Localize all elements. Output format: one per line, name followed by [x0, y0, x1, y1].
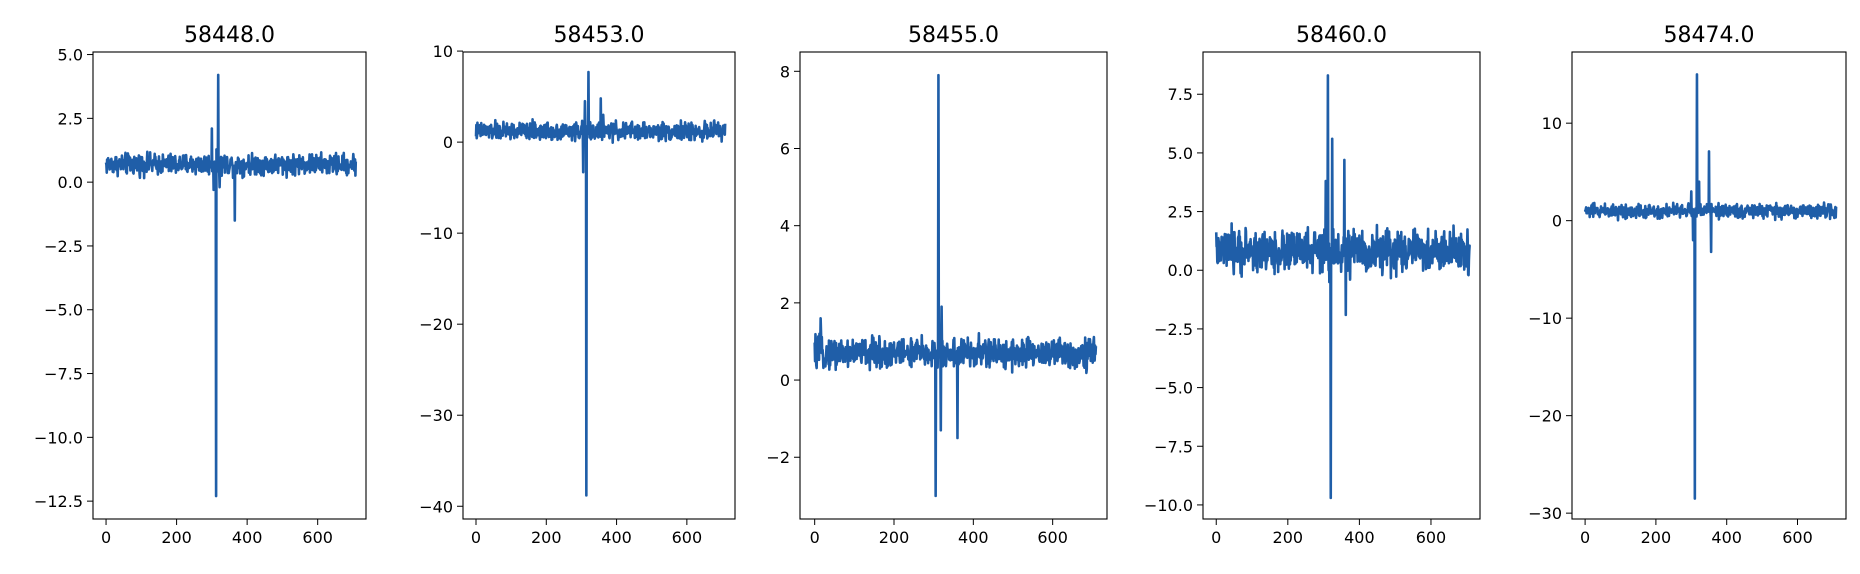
y-tick-label: −20	[1528, 407, 1562, 426]
y-tick-label: 0	[780, 371, 790, 390]
x-tick-label: 0	[471, 528, 481, 547]
y-tick-label: −5.0	[1154, 379, 1193, 398]
y-tick-label: 0	[1552, 212, 1562, 231]
y-tick-label: −30	[1528, 504, 1562, 523]
x-tick-label: 0	[1580, 528, 1590, 547]
y-tick-label: −2	[766, 448, 790, 467]
y-tick-label: 0.0	[58, 173, 83, 192]
panel-0: 58448.0 0 200 400 600 5.0 2.5 0.0 −2.5 −5.0 −7.5 −1…	[34, 23, 367, 547]
y-tick-label: 8	[780, 62, 790, 81]
x-tick-label: 400	[1711, 528, 1742, 547]
panel-title: 58460.0	[1296, 23, 1387, 48]
panel-3: 58460.0 0 200 400 600 7.5 5.0 2.5 0.0 −2.5 −5.0 −7.…	[1144, 23, 1481, 547]
y-tick-label: 10	[1542, 114, 1562, 133]
x-tick-label: 200	[1641, 528, 1672, 547]
panel-title: 58448.0	[184, 23, 275, 48]
axes-frame	[1571, 51, 1847, 520]
x-tick-label: 600	[1037, 528, 1068, 547]
y-tick-label: −10	[419, 224, 453, 243]
panel-title: 58455.0	[908, 23, 999, 48]
x-tick-label: 600	[302, 528, 333, 547]
x-tick-label: 400	[232, 528, 263, 547]
y-tick-label: 7.5	[1168, 85, 1193, 104]
x-tick-label: 0	[1211, 528, 1221, 547]
y-tick-label: 5.0	[1168, 144, 1193, 163]
x-tick-label: 0	[101, 528, 111, 547]
y-tick-label: −10	[1528, 309, 1562, 328]
x-tick-label: 200	[161, 528, 192, 547]
y-tick-label: 5.0	[58, 46, 83, 65]
y-tick-label: −5.0	[44, 301, 83, 320]
panel-title: 58474.0	[1664, 23, 1755, 48]
y-tick-label: −2.5	[1154, 320, 1193, 339]
y-tick-label: −12.5	[34, 492, 83, 511]
y-tick-label: 2.5	[1168, 203, 1193, 222]
y-tick-label: −2.5	[44, 237, 83, 256]
panel-title: 58453.0	[554, 23, 645, 48]
panel-1: 58453.0 0 200 400 600 10 0 −10 −20 −30 −40	[419, 23, 736, 547]
series-line	[474, 70, 727, 497]
axes-frame	[1202, 51, 1481, 520]
y-tick-label: −10.0	[34, 428, 83, 447]
y-tick-label: 2.5	[58, 109, 83, 128]
x-tick-label: 200	[531, 528, 562, 547]
x-tick-label: 200	[1273, 528, 1304, 547]
x-tick-label: 0	[810, 528, 820, 547]
series-line	[104, 73, 358, 498]
y-tick-label: 0	[443, 133, 453, 152]
panel-4: 58474.0 0 200 400 600 10 0 −10 −20 −30	[1528, 23, 1847, 547]
y-tick-label: −30	[419, 406, 453, 425]
y-tick-label: 10	[433, 42, 453, 61]
y-tick-label: 4	[780, 217, 790, 236]
y-tick-label: −7.5	[1154, 437, 1193, 456]
x-tick-label: 400	[601, 528, 632, 547]
y-tick-label: −20	[419, 315, 453, 334]
y-tick-label: −7.5	[44, 365, 83, 384]
axes-frame	[92, 51, 367, 520]
x-tick-label: 600	[1416, 528, 1447, 547]
x-tick-label: 600	[672, 528, 703, 547]
series-line	[813, 73, 1098, 498]
y-tick-label: −10.0	[1144, 496, 1193, 515]
x-tick-label: 600	[1782, 528, 1813, 547]
x-tick-label: 200	[879, 528, 910, 547]
x-tick-label: 400	[1344, 528, 1375, 547]
axes-frame	[799, 51, 1108, 520]
x-tick-label: 400	[958, 528, 989, 547]
series-line	[1214, 74, 1471, 500]
y-tick-label: 6	[780, 139, 790, 158]
y-tick-label: 0.0	[1168, 261, 1193, 280]
y-tick-label: 2	[780, 294, 790, 313]
y-tick-label: −40	[419, 497, 453, 516]
series-line	[1583, 73, 1838, 500]
panel-2: 58455.0 0 200 400 600 8 6 4 2 0 −2	[766, 23, 1108, 547]
axes-frame	[462, 51, 736, 520]
